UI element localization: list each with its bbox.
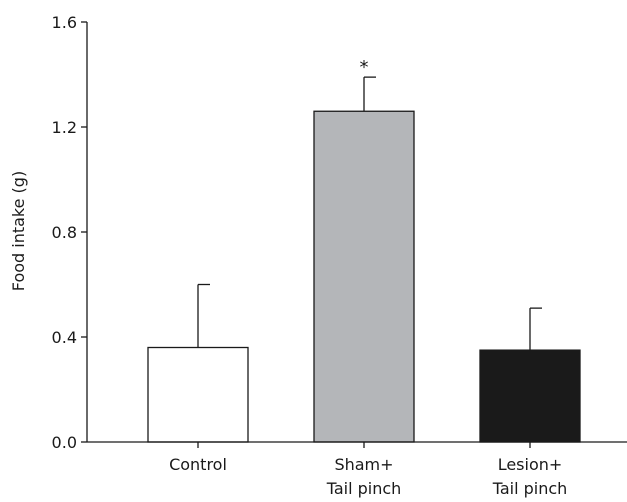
y-tick-label: 1.6 — [52, 13, 77, 32]
x-tick-label: Control — [169, 455, 227, 474]
y-axis-title: Food intake (g) — [9, 171, 28, 291]
y-tick-label: 1.2 — [52, 118, 77, 137]
y-axis: 0.0 0.4 0.8 1.2 1.6 — [52, 13, 87, 452]
significance-marker: * — [360, 57, 369, 78]
y-tick-label: 0.4 — [52, 328, 77, 347]
y-tick-label: 0.8 — [52, 223, 77, 242]
x-axis: Control Sham+ Tail pinch Lesion+ Tail pinch — [87, 442, 627, 498]
bar — [480, 350, 580, 442]
y-axis-title-group: Food intake (g) — [9, 171, 28, 291]
x-tick-label: Sham+ Tail pinch — [326, 455, 402, 498]
bars: * — [148, 57, 580, 442]
x-tick-label: Lesion+ Tail pinch — [492, 455, 568, 498]
y-tick-label: 0.0 — [52, 433, 77, 452]
bar — [314, 111, 414, 442]
bar — [148, 348, 248, 443]
